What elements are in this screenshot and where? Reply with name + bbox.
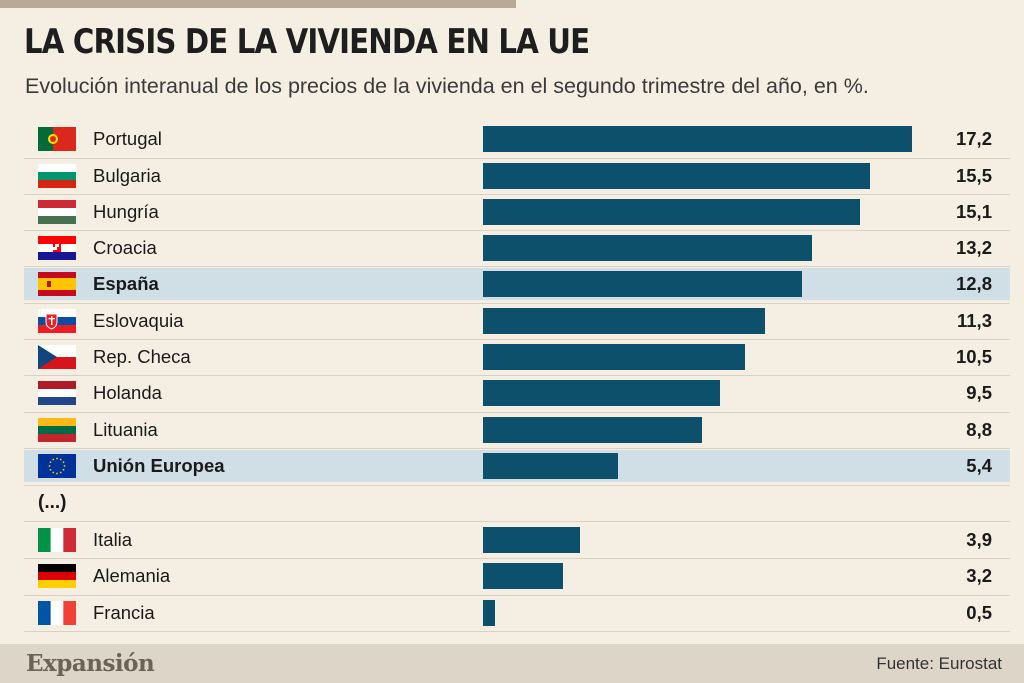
row-separator: [24, 194, 1010, 195]
country-label: Holanda: [93, 382, 162, 403]
value-label: 15,1: [955, 201, 992, 222]
value-label: 0,5: [966, 602, 992, 623]
france-flag: [38, 601, 76, 625]
row-separator: [24, 412, 1010, 413]
spain-flag: [38, 272, 76, 296]
slovakia-flag: [38, 309, 76, 333]
highlighted-row: España 12,8: [24, 268, 1010, 300]
chart-row: Croacia 13,2: [24, 232, 1010, 264]
portugal-flag: [38, 127, 76, 151]
country-label: Francia: [93, 602, 155, 623]
chart-title: LA CRISIS DE LA VIVIENDA EN LA UE: [24, 22, 590, 62]
country-label: Croacia: [93, 237, 157, 258]
eu-flag: [38, 454, 76, 478]
row-separator: [24, 485, 1010, 486]
croatia-flag: [38, 236, 76, 260]
bar: [483, 344, 745, 370]
country-label: Rep. Checa: [93, 346, 191, 367]
chart-row: Portugal 17,2: [24, 123, 1010, 155]
country-label: Hungría: [93, 201, 159, 222]
bulgaria-flag: [38, 164, 76, 188]
row-separator: [24, 375, 1010, 376]
italy-flag: [38, 528, 76, 552]
chart-subtitle: Evolución interanual de los precios de l…: [25, 74, 869, 98]
chart-row: Alemania 3,2: [24, 560, 1010, 592]
chart-row: Rep. Checa 10,5: [24, 341, 1010, 373]
chart-row: Eslovaquia 11,3: [24, 305, 1010, 337]
lithuania-flag: [38, 418, 76, 442]
row-separator: [24, 521, 1010, 522]
country-label: Portugal: [93, 128, 162, 149]
value-label: 8,8: [966, 419, 992, 440]
row-separator: [24, 631, 1010, 632]
bar: [483, 308, 765, 334]
netherlands-flag: [38, 381, 76, 405]
row-separator: [24, 158, 1010, 159]
bar: [483, 527, 581, 553]
bar: [483, 271, 803, 297]
bar: [483, 235, 813, 261]
hungary-flag: [38, 200, 76, 224]
bar: [483, 126, 912, 152]
row-separator: [24, 266, 1010, 267]
chart-row: Italia 3,9: [24, 524, 1010, 556]
row-separator: [24, 303, 1010, 304]
chart-row: Bulgaria 15,5: [24, 160, 1010, 192]
row-separator: [24, 595, 1010, 596]
value-label: 10,5: [955, 346, 992, 367]
value-label: 9,5: [966, 382, 992, 403]
value-label: 5,4: [966, 455, 992, 476]
bar: [483, 417, 703, 443]
chart-row: Holanda 9,5: [24, 377, 1010, 409]
value-label: 13,2: [955, 237, 992, 258]
row-separator: [24, 448, 1010, 449]
czech-flag: [38, 345, 76, 369]
country-label: Eslovaquia: [93, 310, 184, 331]
bar: [483, 163, 870, 189]
row-separator: [24, 230, 1010, 231]
value-label: 11,3: [957, 310, 992, 331]
source-note: Fuente: Eurostat: [876, 654, 1002, 673]
row-separator: [24, 558, 1010, 559]
chart-row: Lituania 8,8: [24, 414, 1010, 446]
bar: [483, 453, 618, 479]
bar: [483, 600, 496, 626]
value-label: 15,5: [955, 165, 992, 186]
top-accent-bar: [0, 0, 516, 8]
value-label: 12,8: [955, 273, 992, 294]
country-label: Unión Europea: [93, 455, 225, 476]
value-label: 3,2: [966, 565, 992, 586]
chart-row: Francia 0,5: [24, 597, 1010, 629]
germany-flag: [38, 564, 76, 588]
value-label: 17,2: [955, 128, 992, 149]
footer: Expansión Fuente: Eurostat: [0, 644, 1024, 683]
bar: [483, 563, 563, 589]
country-label: Lituania: [93, 419, 158, 440]
bar: [483, 199, 860, 225]
omitted-rows-marker: (...): [38, 492, 67, 513]
country-label: España: [93, 273, 159, 294]
value-label: 3,9: [966, 529, 992, 550]
row-separator: [24, 339, 1010, 340]
country-label: Italia: [93, 529, 133, 550]
chart-row: Hungría 15,1: [24, 196, 1010, 228]
bar: [483, 380, 720, 406]
highlighted-row: Unión Europea 5,4: [24, 450, 1010, 482]
country-label: Bulgaria: [93, 165, 161, 186]
country-label: Alemania: [93, 565, 171, 586]
brand-logo: Expansión: [26, 650, 155, 677]
